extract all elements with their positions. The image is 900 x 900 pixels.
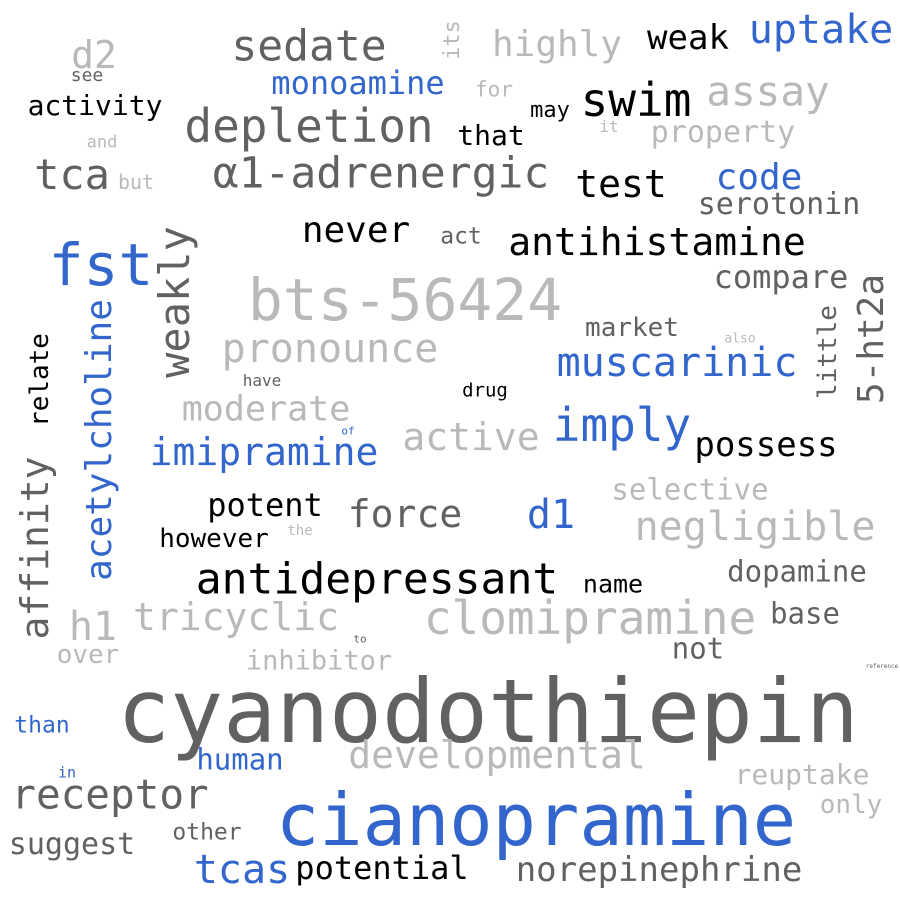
word-active: active — [402, 415, 540, 459]
word-activity: activity — [27, 89, 163, 122]
word-in: in — [57, 763, 77, 782]
word-imipramine: imipramine — [149, 430, 379, 474]
word-code: code — [715, 157, 803, 198]
word-than: than — [14, 712, 70, 739]
word-bts-56424: bts-56424 — [247, 266, 563, 334]
word-d1: d1 — [526, 492, 576, 538]
word-see: see — [70, 65, 104, 86]
word-human: human — [196, 742, 284, 777]
word-over: over — [56, 640, 120, 670]
word-compare: compare — [713, 258, 849, 296]
word-muscarinic: muscarinic — [556, 340, 798, 386]
word-d2: d2 — [71, 33, 117, 77]
word-weakly: weakly — [150, 226, 199, 378]
word-highly: highly — [491, 24, 623, 65]
word-possess: possess — [694, 425, 838, 465]
word-pronounce: pronounce — [221, 326, 439, 372]
word-have: have — [242, 371, 282, 390]
word-serotonin: serotonin — [697, 187, 861, 222]
word-h1: h1 — [68, 604, 118, 650]
word-force: force — [347, 492, 463, 536]
word-fst: fst — [48, 231, 154, 299]
word-reference: reference — [865, 663, 899, 670]
word-5-ht2a: 5-ht2a — [851, 273, 892, 405]
word-antidepressant: antidepressant — [195, 554, 559, 605]
word-depletion: depletion — [184, 99, 434, 153]
word-affinity: affinity — [13, 456, 57, 640]
word-only: only — [819, 790, 883, 820]
word-that: that — [457, 119, 525, 152]
word-not: not — [671, 631, 725, 666]
word-antihistamine: antihistamine — [508, 220, 806, 264]
word-property: property — [650, 115, 796, 150]
word-its: its — [440, 20, 465, 60]
word-moderate: moderate — [181, 389, 351, 430]
word-swim: swim — [580, 73, 692, 127]
word-to: to — [353, 632, 367, 646]
word-reuptake: reuptake — [734, 758, 870, 791]
word-inhibitor: inhibitor — [245, 645, 393, 677]
word-name: name — [582, 569, 644, 599]
word-may: may — [530, 98, 570, 123]
word-suggest: suggest — [8, 827, 136, 862]
word-dopamine: dopamine — [727, 554, 867, 589]
word-also: also — [724, 331, 756, 347]
word-monoamine: monoamine — [271, 64, 445, 102]
word-weak: weak — [647, 18, 729, 58]
word-negligible: negligible — [634, 504, 876, 550]
word-it: it — [599, 117, 619, 136]
word-relate: relate — [25, 333, 55, 427]
word-imply: imply — [552, 398, 692, 452]
word-and: and — [86, 132, 118, 153]
word-never: never — [301, 210, 411, 251]
word-cianopramine: cianopramine — [275, 778, 797, 862]
word-norepinephrine: norepinephrine — [515, 850, 803, 890]
word-tricyclic: tricyclic — [133, 595, 339, 639]
word-test: test — [575, 162, 667, 206]
word-selective: selective — [611, 472, 769, 507]
word-for: for — [475, 77, 513, 102]
word-developmental: developmental — [348, 733, 646, 777]
word-market: market — [585, 313, 679, 343]
word-the: the — [287, 523, 313, 539]
word-assay: assay — [706, 67, 830, 116]
word-potential: potential — [295, 849, 469, 887]
word-little: little — [813, 305, 843, 399]
word-cyanodothiepin: cyanodothiepin — [117, 660, 859, 763]
word-of: of — [341, 424, 355, 438]
word-drug: drug — [462, 379, 508, 402]
word-clomipramine: clomipramine — [423, 591, 757, 645]
word-tcas: tcas — [193, 847, 291, 893]
word-receptor: receptor — [11, 770, 209, 819]
word-however: however — [159, 524, 269, 554]
word-but: but — [117, 170, 155, 194]
word-act: act — [440, 223, 482, 250]
word-alpha1-adrenergic: α1-adrenergic — [212, 148, 550, 199]
word-acetylcholine: acetylcholine — [79, 299, 120, 581]
word-sedate: sedate — [231, 21, 387, 72]
word-potent: potent — [207, 486, 323, 524]
word-uptake: uptake — [748, 7, 894, 53]
word-tca: tca — [34, 150, 110, 199]
word-base: base — [770, 596, 840, 631]
word-other: other — [172, 819, 242, 846]
